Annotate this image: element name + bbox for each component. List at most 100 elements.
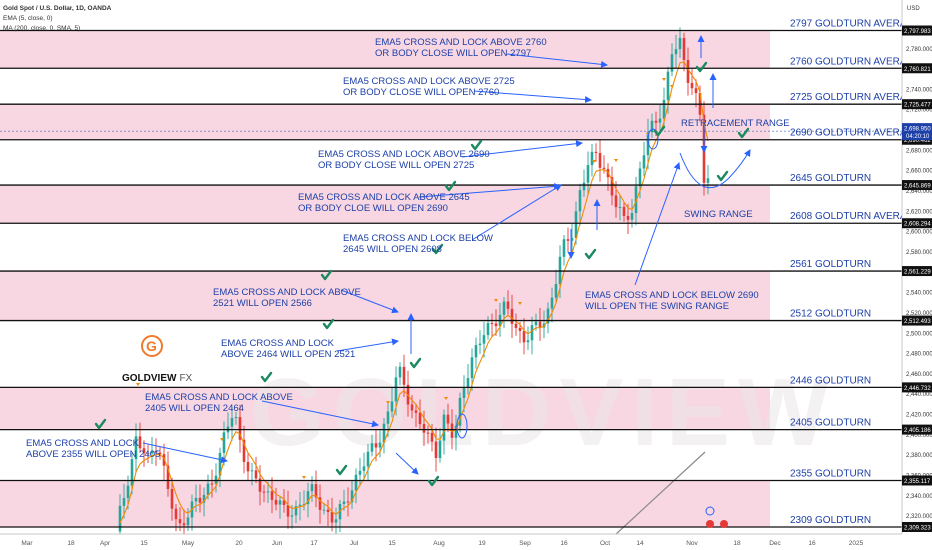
arrow-2690 [418, 182, 561, 198]
time-tick-label: Sep [519, 540, 531, 547]
arrow-2608 [471, 184, 562, 241]
price-tick-label: 2,720.000 [906, 108, 932, 114]
candle-body [442, 414, 446, 441]
candle-body [630, 213, 634, 220]
event-icons [705, 506, 728, 528]
candle-body [182, 523, 186, 526]
arrow-2464 [261, 400, 379, 428]
price-tick-label: 2,740.000 [906, 87, 932, 93]
level-label: 2725 GOLDTURN AVERAGE [790, 92, 921, 103]
price-tag-label: 2,725.477 [904, 103, 931, 109]
time-tick-label: 2025 [849, 540, 864, 547]
time-tick-label: Jun [272, 540, 283, 547]
annotation-2521: EMA5 CROSS AND LOCK ABOVE 2464 WILL OPEN … [221, 338, 355, 360]
candle-body [434, 441, 438, 458]
price-tag-label: 2,405.186 [904, 428, 931, 434]
price-tag-label: 2,309.323 [904, 526, 931, 532]
candle-body [642, 155, 646, 169]
candle-body [590, 151, 594, 166]
candle-body [558, 256, 562, 284]
price-tag [902, 382, 932, 393]
candle-body [210, 483, 214, 485]
candle-body [450, 423, 454, 438]
signal-tick [670, 85, 674, 88]
candle-body [422, 424, 426, 433]
arrow-2566 [340, 289, 399, 314]
signal-tick [302, 476, 306, 479]
time-tick-label: Apr [100, 540, 111, 547]
candle-body [534, 321, 538, 326]
candle-body [370, 443, 374, 452]
candle-body [374, 443, 378, 448]
time-tick-label: 15 [388, 540, 396, 547]
candle-body [142, 448, 146, 454]
candle-body [298, 504, 302, 507]
time-tick-label: Dec [769, 540, 781, 547]
ma200-line [614, 451, 706, 536]
candle-body [214, 475, 218, 484]
annotation-2464: EMA5 CROSS AND LOCK ABOVE 2405 WILL OPEN … [145, 392, 293, 414]
candle-body [126, 485, 130, 499]
candle-body [274, 499, 278, 505]
candle-body [262, 491, 266, 493]
candle-body [178, 519, 182, 524]
candle-body [490, 323, 494, 325]
candle-body [310, 484, 314, 492]
checkmarks [94, 61, 750, 487]
candle-body [682, 38, 686, 60]
candle-body [578, 190, 582, 212]
candle-body [526, 340, 530, 343]
candle-body [550, 297, 554, 309]
price-tag [902, 99, 932, 110]
arrow-swing [634, 162, 681, 286]
candle-body [486, 323, 490, 336]
candle-body [302, 504, 306, 506]
time-tick-label: 20 [235, 540, 243, 547]
price-scale: USD 2,780.0002,760.0002,740.0002,720.000… [901, 0, 932, 534]
arrow-b1 [395, 452, 419, 475]
check-icon [260, 371, 273, 383]
candle-body [426, 432, 430, 434]
candle-body [382, 423, 386, 443]
candle-body [586, 165, 590, 183]
watermark-text: GOLDVIEW [250, 359, 837, 466]
level-label: 2690 GOLDTURN AVERAGE [790, 128, 921, 139]
annotation-2760: EMA5 CROSS AND LOCK ABOVE 2725 OR BODY CL… [343, 76, 515, 98]
candle-body [358, 470, 362, 475]
signal-tick [592, 160, 596, 163]
candle-body [326, 509, 330, 513]
candle-body [458, 397, 462, 426]
signal-tick [614, 159, 618, 162]
price-tag-label: 2,561.229 [904, 270, 931, 276]
level-label: 2446 GOLDTURN [790, 375, 871, 386]
signal-tick [444, 397, 448, 400]
candle-body [174, 508, 178, 520]
candle-body [430, 432, 434, 442]
price-tick-label: 2,320.000 [906, 514, 932, 520]
level-label: 2309 GOLDTURN [790, 515, 871, 526]
price-tag-label: 2,608.294 [904, 222, 931, 228]
candle-body [122, 498, 126, 506]
time-tick-label: Nov [686, 540, 698, 547]
candle-body [494, 323, 498, 327]
candle-body [254, 470, 258, 479]
candle-body [350, 490, 354, 503]
candle-body [366, 451, 370, 467]
circle-mark-1 [647, 128, 659, 150]
candle-body [610, 177, 614, 196]
price-tick-label: 2,660.000 [906, 169, 932, 175]
candle-body [554, 283, 558, 298]
candle-body [602, 167, 606, 169]
price-tick-label: 2,600.000 [906, 230, 932, 236]
last-price-label: 2,698.950 [904, 127, 931, 133]
candle-body [654, 120, 658, 123]
check-icon [444, 180, 457, 192]
candle-body [278, 500, 282, 505]
level-band [0, 271, 770, 321]
check-icon [320, 269, 333, 281]
price-tick-label: 2,580.000 [906, 250, 932, 256]
candle-body [598, 152, 602, 168]
level-band [0, 30, 770, 69]
level-label: 2405 GOLDTURN [790, 418, 871, 429]
symbol-title: Gold Spot / U.S. Dollar, 1D, OANDA [3, 5, 112, 12]
